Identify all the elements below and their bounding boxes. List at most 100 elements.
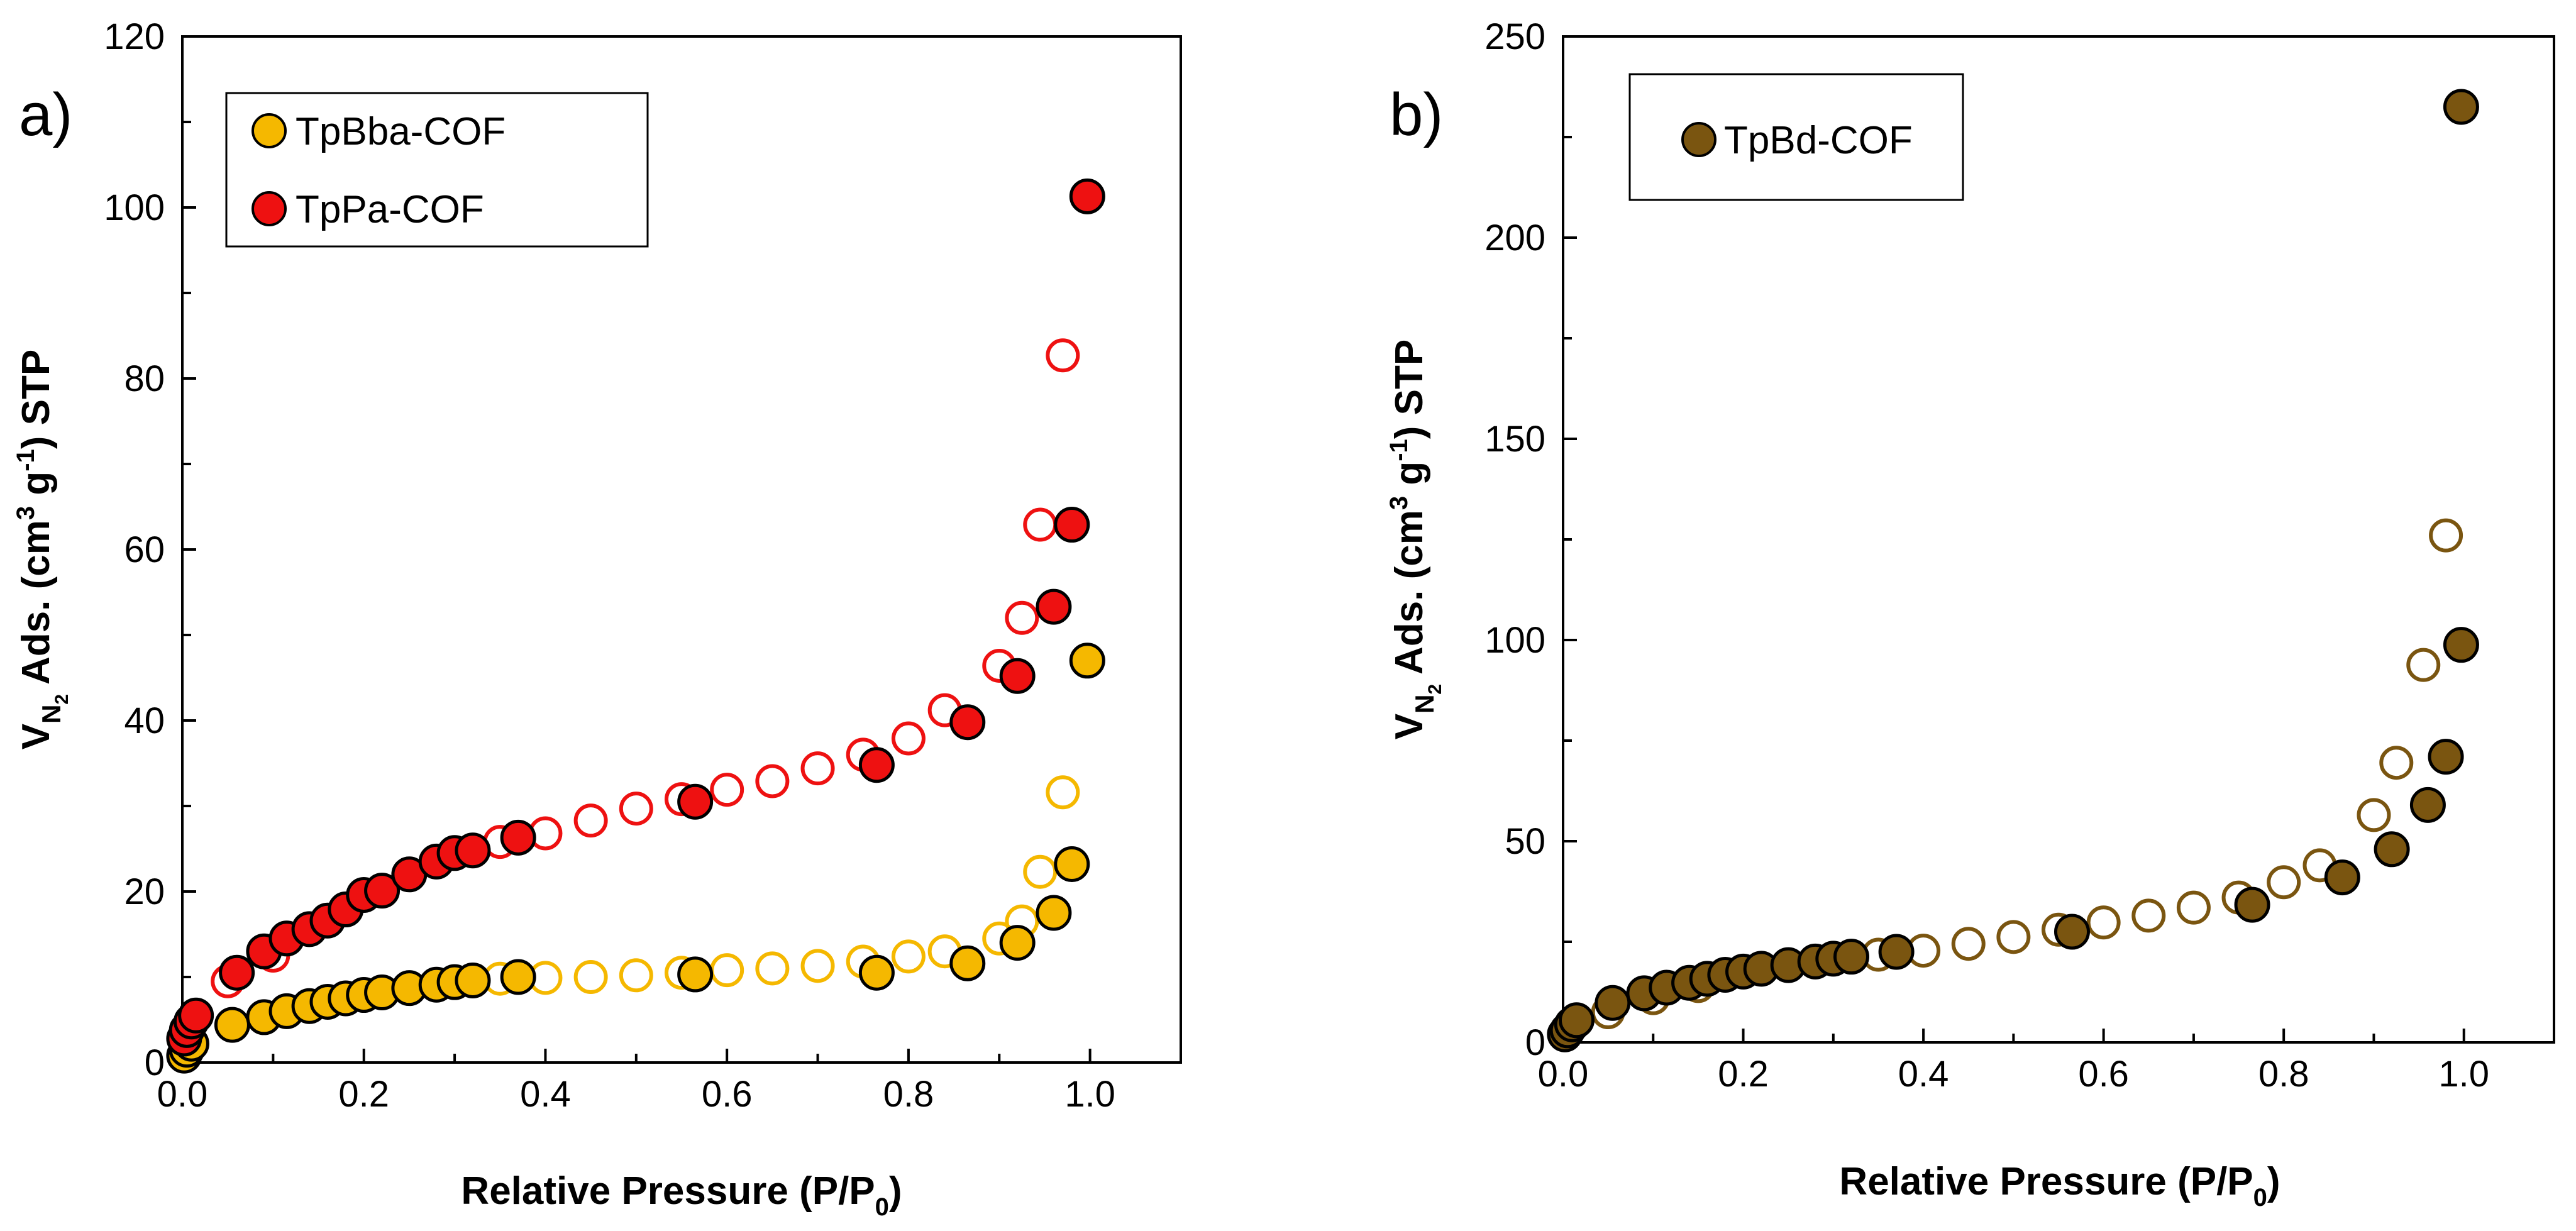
y-tick-label: 0 bbox=[145, 1042, 165, 1083]
tpbd-cof-adsorption-point bbox=[2428, 739, 2464, 775]
tpbba-cof-desorption-point bbox=[1046, 775, 1080, 810]
tpbba-cof-adsorption-point bbox=[500, 959, 536, 995]
tpbd-cof-desorption-point bbox=[2357, 798, 2391, 832]
panel-a-legend-box bbox=[225, 92, 649, 248]
tpbd-cof-adsorption-point bbox=[2443, 89, 2479, 125]
tppa-cof-adsorption-point bbox=[677, 783, 714, 820]
tppa-cof-adsorption-point bbox=[1054, 507, 1090, 543]
y-tick-label: 100 bbox=[1484, 620, 1545, 661]
panel-b-y-axis-title: VN2 Ads. (cm3 g-1) STP bbox=[1385, 339, 1446, 740]
y-tick-label: 50 bbox=[1505, 821, 1545, 862]
tpbd-cof-desorption-point bbox=[2176, 890, 2211, 925]
y-tick-label: 60 bbox=[124, 529, 165, 570]
tppa-cof-desorption-point bbox=[891, 721, 926, 756]
tpbd-cof-desorption-point bbox=[2131, 898, 2166, 933]
tpbba-cof-adsorption-point bbox=[1069, 643, 1105, 679]
tpbba-cof-desorption-point bbox=[800, 949, 835, 983]
legend-label-tpbd-cof: TpBd-COF bbox=[1724, 119, 1913, 162]
tppa-cof-adsorption-point bbox=[219, 954, 255, 991]
tppa-cof-desorption-point bbox=[710, 773, 744, 807]
tppa-cof-adsorption-point bbox=[455, 832, 491, 869]
x-tick-label: 1.0 bbox=[2438, 1054, 2489, 1095]
tppa-cof-desorption-point bbox=[573, 803, 608, 838]
x-tick-label: 0.8 bbox=[2258, 1054, 2309, 1095]
panel-b-data-points bbox=[1547, 89, 2479, 1052]
tpbd-cof-adsorption-point bbox=[2234, 886, 2270, 923]
x-tick-label: 0.4 bbox=[520, 1074, 571, 1115]
tpbba-cof-desorption-point bbox=[619, 958, 653, 993]
y-tick-label: 40 bbox=[124, 700, 165, 741]
y-tick-label: 200 bbox=[1484, 218, 1545, 258]
tpbd-cof-desorption-point bbox=[2429, 518, 2463, 553]
x-tick-label: 1.0 bbox=[1064, 1074, 1115, 1115]
panel-a-x-axis-title: Relative Pressure (P/P0) bbox=[461, 1169, 902, 1221]
tpbba-cof-desorption-point bbox=[710, 953, 744, 988]
tppa-cof-adsorption-point bbox=[364, 873, 401, 909]
tpbba-cof-adsorption-point bbox=[999, 925, 1036, 961]
panel-a-legend: TpBba-COF TpPa-COF bbox=[225, 92, 649, 248]
tppa-cof-desorption-point bbox=[755, 764, 790, 798]
x-tick-label: 0.6 bbox=[702, 1074, 753, 1115]
tppa-cof-desorption-point bbox=[1046, 338, 1080, 373]
tppa-cof-desorption-point bbox=[619, 792, 653, 826]
tpbd-cof-adsorption-point bbox=[2443, 627, 2479, 663]
x-tick-label: 0.8 bbox=[883, 1074, 934, 1115]
tpbba-cof-desorption-point bbox=[755, 951, 790, 986]
x-tick-label: 0.6 bbox=[2078, 1054, 2129, 1095]
y-tick-label: 80 bbox=[124, 358, 165, 399]
tpbba-cof-desorption-point bbox=[573, 960, 608, 994]
tpbd-cof-adsorption-point bbox=[2324, 859, 2360, 896]
panel-a-tick-labels: 0.0 0.2 0.4 0.6 0.8 1.0 0 20 40 60 80 100 120 bbox=[104, 16, 1115, 1115]
tppa-cof-adsorption-point bbox=[949, 704, 986, 741]
panel-b-tick-labels: 0.0 0.2 0.4 0.6 0.8 1.0 0 50 100 150 200 250 bbox=[1484, 16, 2489, 1095]
legend-marker-tppa-cof bbox=[252, 191, 287, 226]
tpbba-cof-adsorption-point bbox=[1054, 846, 1090, 882]
tpbd-cof-desorption-point bbox=[2406, 648, 2441, 682]
tpbd-cof-desorption-point bbox=[1951, 927, 1986, 961]
tppa-cof-adsorption-point bbox=[178, 997, 214, 1034]
panel-b-chart: b) 0.0 0.2 0.4 0.6 0.8 1.0 0 50 100 150 200 250 Rel… bbox=[1385, 16, 2555, 1212]
tpbd-cof-adsorption-point bbox=[1595, 985, 1631, 1021]
tpbba-cof-adsorption-point bbox=[214, 1007, 250, 1043]
tpbd-cof-desorption-point bbox=[1996, 920, 2031, 954]
tppa-cof-adsorption-point bbox=[999, 658, 1036, 694]
tpbd-cof-adsorption-point bbox=[1833, 939, 1869, 975]
panel-a-y-axis-title: VN2 Ads. (cm3 g-1) STP bbox=[12, 350, 72, 750]
tppa-cof-desorption-point bbox=[800, 751, 835, 786]
tpbba-cof-adsorption-point bbox=[455, 962, 491, 998]
tpbd-cof-adsorption-point bbox=[2409, 787, 2446, 823]
y-tick-label: 100 bbox=[104, 187, 165, 228]
tpbd-cof-adsorption-point bbox=[1558, 1002, 1595, 1039]
tppa-cof-desorption-point bbox=[1023, 507, 1058, 542]
tpbd-cof-desorption-point bbox=[2379, 746, 2414, 780]
tpbba-cof-desorption-point bbox=[1023, 854, 1058, 889]
panel-a-label: a) bbox=[19, 81, 72, 148]
y-tick-label: 250 bbox=[1484, 16, 1545, 57]
x-tick-label: 0.0 bbox=[1538, 1054, 1589, 1095]
y-tick-label: 20 bbox=[124, 871, 165, 912]
tppa-cof-adsorption-point bbox=[1036, 588, 1072, 625]
tppa-cof-adsorption-point bbox=[1069, 178, 1105, 214]
y-tick-label: 120 bbox=[104, 16, 165, 57]
tpbd-cof-adsorption-point bbox=[2054, 914, 2090, 950]
legend-marker-tpbd-cof bbox=[1681, 122, 1716, 157]
panel-b-legend: TpBd-COF bbox=[1628, 73, 1964, 201]
tpbd-cof-adsorption-point bbox=[2374, 831, 2410, 868]
y-tick-label: 150 bbox=[1484, 419, 1545, 460]
panel-b-label: b) bbox=[1390, 81, 1443, 148]
tpbba-cof-adsorption-point bbox=[1036, 895, 1072, 931]
tpbd-cof-desorption-point bbox=[2267, 865, 2301, 900]
x-tick-label: 0.0 bbox=[157, 1074, 208, 1115]
panel-a-data-points bbox=[166, 178, 1105, 1074]
tpbba-cof-adsorption-point bbox=[677, 956, 714, 993]
legend-label-tpbba-cof: TpBba-COF bbox=[296, 110, 506, 153]
tpbd-cof-desorption-point bbox=[2086, 905, 2121, 940]
tpbd-cof-adsorption-point bbox=[1878, 934, 1915, 970]
panel-b-x-axis-title: Relative Pressure (P/P0) bbox=[1839, 1160, 2280, 1212]
tppa-cof-adsorption-point bbox=[858, 747, 895, 783]
tpbba-cof-adsorption-point bbox=[858, 954, 895, 991]
x-tick-label: 0.4 bbox=[1898, 1054, 1949, 1095]
panel-b-legend-box bbox=[1628, 73, 1964, 201]
y-tick-label: 0 bbox=[1525, 1022, 1545, 1063]
